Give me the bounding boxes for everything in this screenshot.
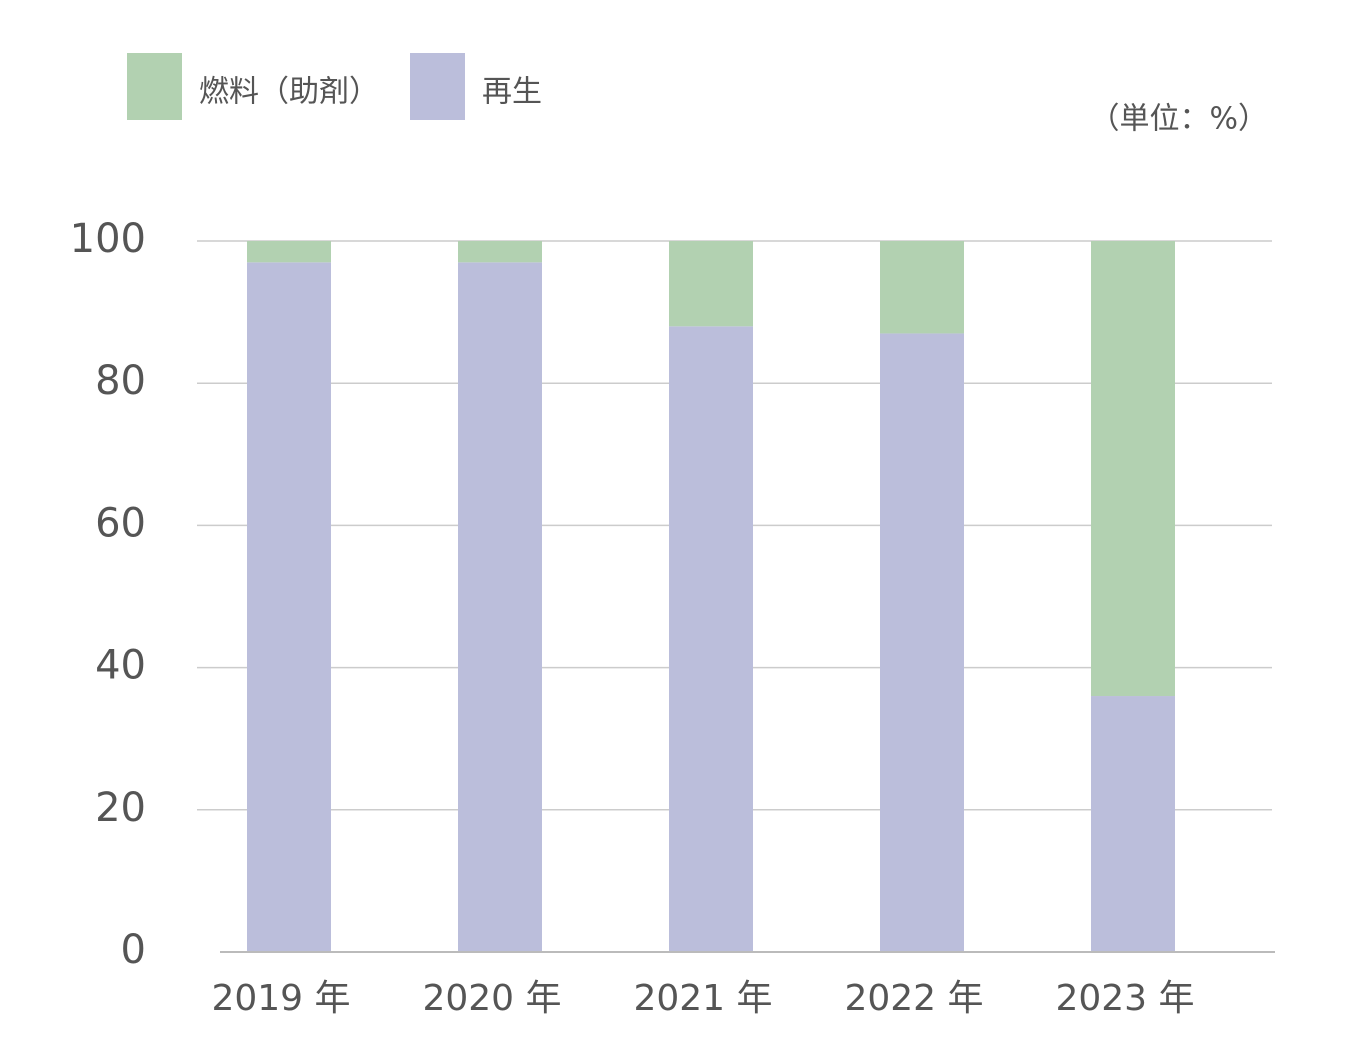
bar-segment (458, 262, 542, 953)
y-tick-label: 40 (95, 643, 146, 689)
legend-label: 再生 (482, 75, 542, 110)
bar-segment (1091, 696, 1175, 952)
bar-segment (669, 326, 753, 952)
bar-segment (669, 241, 753, 327)
bar-segment (880, 241, 964, 334)
x-tick-label: 2021 年 (633, 978, 772, 1019)
x-tick-label: 2020 年 (422, 978, 561, 1019)
legend-swatch (127, 53, 182, 120)
x-tick-label: 2019 年 (211, 978, 350, 1019)
unit-label: （単位：%） (1089, 102, 1268, 137)
legend-label: 燃料（助剤） (199, 75, 379, 110)
bar-segment (1091, 241, 1175, 697)
bar-segment (247, 241, 331, 263)
bar-segment (247, 262, 331, 953)
x-tick-label: 2022 年 (844, 978, 983, 1019)
y-tick-label: 60 (95, 500, 146, 546)
y-tick-label: 0 (121, 927, 146, 973)
y-tick-label: 80 (95, 358, 146, 404)
legend-swatch (410, 53, 465, 120)
x-tick-label: 2023 年 (1055, 978, 1194, 1019)
y-tick-label: 100 (70, 216, 146, 262)
y-tick-label: 20 (95, 785, 146, 831)
bar-segment (458, 241, 542, 263)
bar-segment (880, 333, 964, 952)
